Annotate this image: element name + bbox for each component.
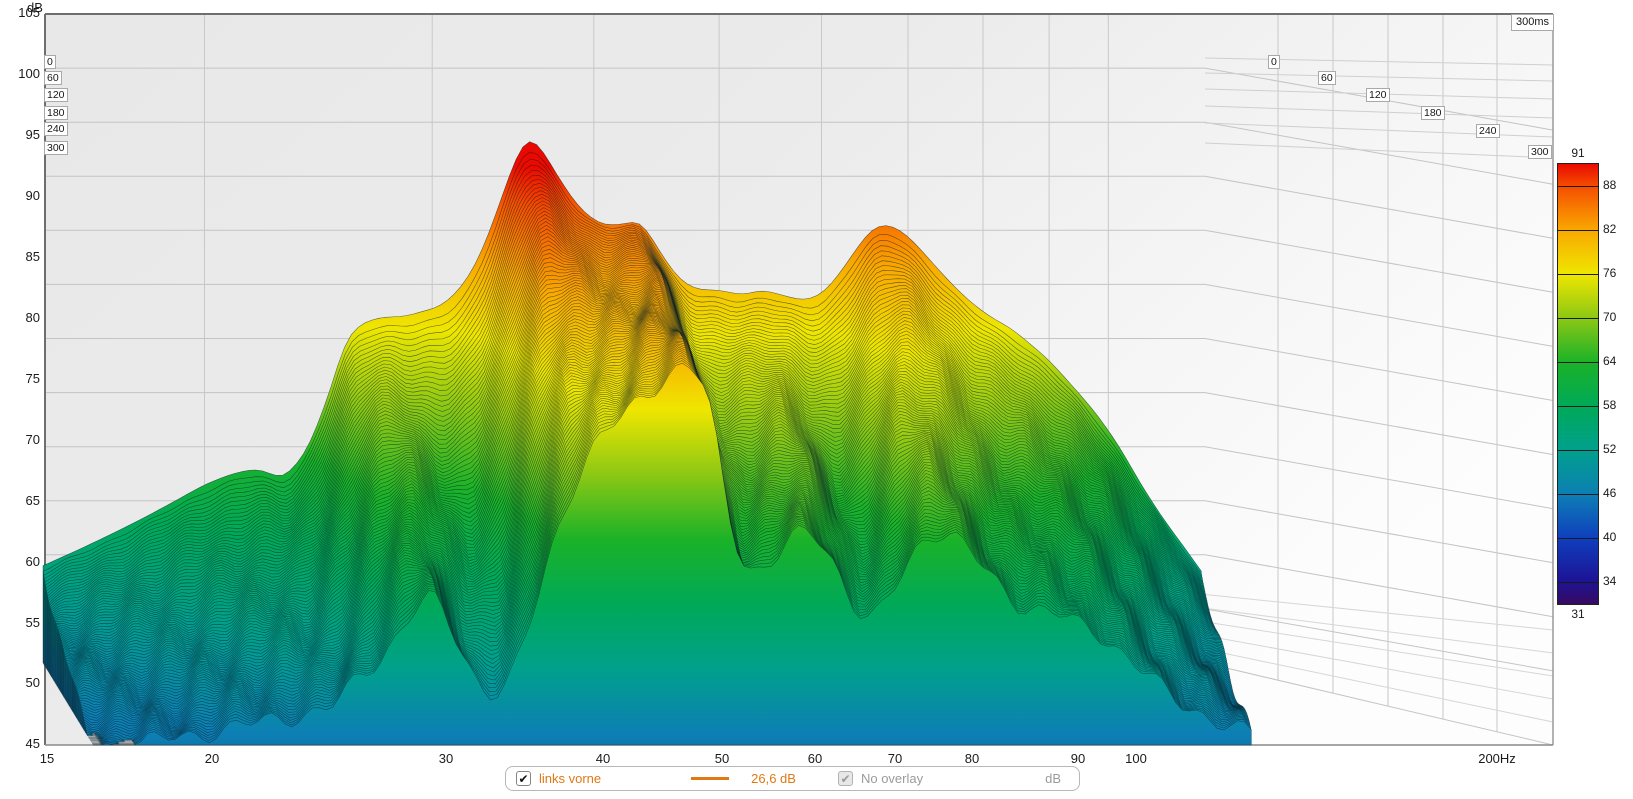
time-tick-label: 120 xyxy=(44,88,68,102)
colorbar-tick xyxy=(1558,186,1598,187)
x-tick-label: 50 xyxy=(714,751,730,766)
colorbar-tick xyxy=(1558,230,1598,231)
colorbar-tick-label: 34 xyxy=(1603,574,1617,588)
colorbar-tick-label: 52 xyxy=(1603,442,1617,456)
check-icon: ✔ xyxy=(518,771,529,786)
trace-label[interactable]: links vorne xyxy=(539,771,602,786)
y-tick-label: 60 xyxy=(25,553,40,569)
x-tick-label: 70 xyxy=(887,751,903,766)
colorbar-tick-label: 70 xyxy=(1603,310,1617,324)
colorbar-tick-label: 88 xyxy=(1603,178,1617,192)
color-scale-bar xyxy=(1557,163,1599,605)
y-tick-label: 80 xyxy=(25,309,40,325)
time-tick-label: 120 xyxy=(1366,88,1390,102)
y-tick-label: 55 xyxy=(25,614,40,630)
legend-unit-label: dB xyxy=(1045,771,1061,786)
time-tick-label: 300 xyxy=(1528,145,1552,159)
time-tick-label: 240 xyxy=(1476,124,1500,138)
colorbar-tick xyxy=(1558,494,1598,495)
y-tick-label: 75 xyxy=(25,370,40,386)
time-tick-label: 240 xyxy=(44,122,68,136)
colorbar-tick-label: 58 xyxy=(1603,398,1617,412)
time-tick-label: 180 xyxy=(44,106,68,120)
x-tick-label: 15 xyxy=(39,751,55,766)
colorbar-tick xyxy=(1558,582,1598,583)
colorbar-tick-label: 76 xyxy=(1603,266,1617,280)
time-tick-label: 0 xyxy=(1268,55,1280,69)
y-tick-label: 85 xyxy=(25,248,40,264)
colorbar-max-label: 91 xyxy=(1571,146,1585,160)
y-tick-label: 90 xyxy=(25,187,40,203)
colorbar-tick xyxy=(1558,362,1598,363)
colorbar-tick-label: 82 xyxy=(1603,222,1617,236)
time-tick-label: 180 xyxy=(1421,106,1445,120)
check-icon: ✔ xyxy=(840,771,851,786)
time-tick-label: 0 xyxy=(44,55,56,69)
x-tick-label: 200Hz xyxy=(1478,751,1516,766)
colorbar-tick xyxy=(1558,450,1598,451)
y-tick-label: 70 xyxy=(25,431,40,447)
y-tick-label: 95 xyxy=(25,126,40,142)
y-tick-label: 50 xyxy=(25,675,40,691)
colorbar-min-label: 31 xyxy=(1571,607,1585,621)
time-tick-label: 60 xyxy=(1318,71,1336,85)
colorbar-tick xyxy=(1558,406,1598,407)
colorbar-tick-label: 46 xyxy=(1603,486,1617,500)
colorbar-tick-label: 64 xyxy=(1603,354,1617,368)
x-tick-label: 40 xyxy=(595,751,611,766)
trace-checkbox[interactable]: ✔ xyxy=(516,771,531,786)
trace-color-line xyxy=(691,777,730,780)
time-tick-label: 300 xyxy=(44,141,68,155)
x-tick-label: 30 xyxy=(438,751,454,766)
waterfall-surface xyxy=(42,141,1252,746)
time-axis-max-label: 300ms xyxy=(1511,14,1555,31)
colorbar-tick xyxy=(1558,318,1598,319)
y-tick-label: 65 xyxy=(25,492,40,508)
y-axis-unit-label: dB xyxy=(27,0,43,15)
legend-bar: ✔ links vorne 26,6 dB ✔ No overlay dB xyxy=(505,766,1080,791)
colorbar-tick xyxy=(1558,274,1598,275)
x-tick-label: 100 xyxy=(1125,751,1147,766)
cursor-value-readout: 26,6 dB xyxy=(751,771,796,786)
x-tick-label: 80 xyxy=(964,751,980,766)
colorbar-tick-label: 40 xyxy=(1603,530,1617,544)
y-tick-label: 100 xyxy=(18,65,40,81)
overlay-checkbox[interactable]: ✔ xyxy=(837,771,853,786)
overlay-label[interactable]: No overlay xyxy=(860,771,924,786)
y-tick-label: 105 xyxy=(18,5,40,20)
x-tick-label: 60 xyxy=(807,751,823,766)
y-tick-label: 45 xyxy=(25,736,40,752)
colorbar-tick xyxy=(1558,538,1598,539)
x-tick-label: 20 xyxy=(204,751,220,766)
x-tick-label: 90 xyxy=(1070,751,1086,766)
time-tick-label: 60 xyxy=(44,71,62,85)
